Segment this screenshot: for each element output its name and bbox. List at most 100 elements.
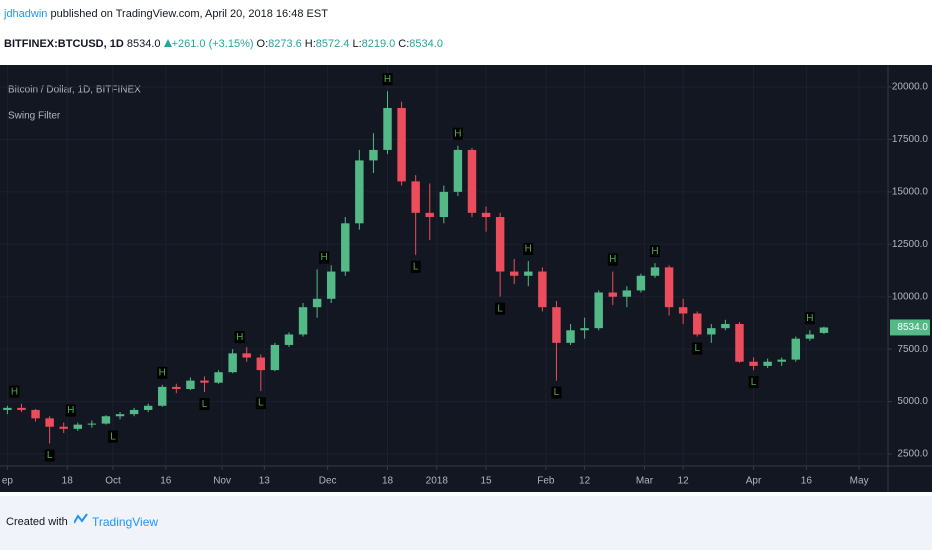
candle-body xyxy=(636,275,646,291)
swing-marker-label: H xyxy=(67,405,74,416)
swing-marker xyxy=(523,243,534,256)
swing-marker xyxy=(382,73,393,86)
ohlc-value: 8273.6 xyxy=(268,38,302,50)
candle-body xyxy=(87,423,97,425)
swing-marker-label: H xyxy=(384,74,391,85)
candle-body xyxy=(791,338,801,360)
swing-marker-label: H xyxy=(806,313,813,324)
x-tick-label: Oct xyxy=(105,476,121,487)
x-tick-label: 15 xyxy=(480,476,492,487)
chart: Bitcoin / Dollar, 1D, BITFINEX Swing Fil… xyxy=(0,65,932,492)
brand[interactable]: TradingView xyxy=(92,515,159,529)
swing-marker xyxy=(65,404,76,417)
swing-marker xyxy=(319,251,330,264)
swing-marker-label: L xyxy=(554,387,560,398)
x-tick-label: 12 xyxy=(579,476,591,487)
author[interactable]: jdhadwin xyxy=(4,8,48,20)
swing-marker xyxy=(452,127,463,140)
y-tick-label: 2500.0 xyxy=(897,449,928,460)
x-tick-label: 2018 xyxy=(426,476,449,487)
candle-body xyxy=(819,327,829,333)
candle-body xyxy=(749,361,758,366)
candle-body xyxy=(721,323,730,329)
ohlc-value: 8534.0 xyxy=(409,38,443,50)
candle-body xyxy=(270,344,280,371)
candle-body xyxy=(552,307,561,343)
swing-marker xyxy=(255,397,266,410)
swing-marker xyxy=(650,245,661,258)
ohlc-value: 8219.0 xyxy=(361,38,396,50)
candle-body xyxy=(622,290,632,297)
candle-body xyxy=(411,181,420,213)
swing-marker-label: L xyxy=(202,399,208,410)
candle-body xyxy=(805,334,815,339)
candle-body xyxy=(17,407,26,410)
swing-marker xyxy=(107,430,118,443)
swing-marker xyxy=(607,253,618,266)
candle-body xyxy=(383,107,392,150)
swing-marker-label: L xyxy=(47,450,53,461)
candle-body xyxy=(31,409,40,419)
price: 8534.0 xyxy=(126,38,161,50)
swing-marker xyxy=(199,398,210,411)
swing-marker xyxy=(748,376,759,389)
candle-body xyxy=(397,107,406,182)
swing-marker-label: L xyxy=(694,343,700,354)
candle-body xyxy=(439,191,449,218)
candle-body xyxy=(3,407,12,410)
candle-body xyxy=(326,271,336,299)
swing-marker-label: L xyxy=(110,431,116,442)
ohlc-key: C: xyxy=(398,38,410,50)
candle-body xyxy=(369,149,378,161)
created-with: Created with xyxy=(6,516,68,528)
swing-marker xyxy=(157,366,168,379)
candle-body xyxy=(186,380,195,389)
candle-body xyxy=(158,386,167,406)
candle-body xyxy=(59,426,68,429)
candle-body xyxy=(735,323,744,362)
ohlc: O:8273.6 H:8572.4 L:8219.0 C:8534.0 xyxy=(254,38,443,50)
x-tick-label: 12 xyxy=(678,476,690,487)
swing-marker xyxy=(9,385,20,398)
ohlc-key: L: xyxy=(352,38,362,50)
x-tick-label: Dec xyxy=(319,476,337,487)
candle-body xyxy=(594,292,603,329)
x-tick-label: Nov xyxy=(213,476,231,487)
candle-body xyxy=(509,271,519,276)
ohlc-value: 8572.4 xyxy=(315,38,350,50)
swing-marker-label: H xyxy=(454,128,461,139)
candle-body xyxy=(608,292,617,297)
swing-marker-label: L xyxy=(497,303,503,314)
candle-body xyxy=(524,271,533,276)
candle-body xyxy=(425,212,434,218)
ohlc-key: H: xyxy=(304,38,316,50)
candle-body xyxy=(256,357,266,371)
change: +261.0 (+3.15%) xyxy=(171,38,254,50)
candle-body xyxy=(200,380,209,383)
candle-body xyxy=(228,353,237,373)
candle-body xyxy=(284,334,294,345)
symbol-line: BITFINEX:BTCUSD, 1D 8534.0 +261.0 (+3.15… xyxy=(4,38,443,50)
swing-marker-label: H xyxy=(159,367,166,378)
candle-body xyxy=(143,405,153,410)
candle-body xyxy=(101,416,111,424)
y-tick-label: 20000.0 xyxy=(892,82,929,93)
swing-marker xyxy=(692,342,703,355)
swing-marker-label: L xyxy=(751,377,757,388)
candle-body xyxy=(678,307,688,314)
y-tick-label: 10000.0 xyxy=(892,291,929,302)
y-tick-label: 7500.0 xyxy=(897,344,928,355)
swing-marker xyxy=(551,386,562,399)
candle-body xyxy=(481,212,491,218)
candle-body xyxy=(763,361,772,366)
swing-marker-label: H xyxy=(11,386,18,397)
candle-body xyxy=(242,353,251,358)
chart-title: Bitcoin / Dollar, 1D, BITFINEX xyxy=(8,85,141,96)
swing-marker-label: L xyxy=(258,398,264,409)
x-tick-label: Mar xyxy=(636,476,654,487)
publish-line: jdhadwin published on TradingView.com, A… xyxy=(4,8,328,20)
candle-body xyxy=(580,328,589,331)
swing-marker-label: L xyxy=(413,261,419,272)
last-price-label: 8534.0 xyxy=(897,322,928,333)
x-tick-label: 13 xyxy=(259,476,271,487)
